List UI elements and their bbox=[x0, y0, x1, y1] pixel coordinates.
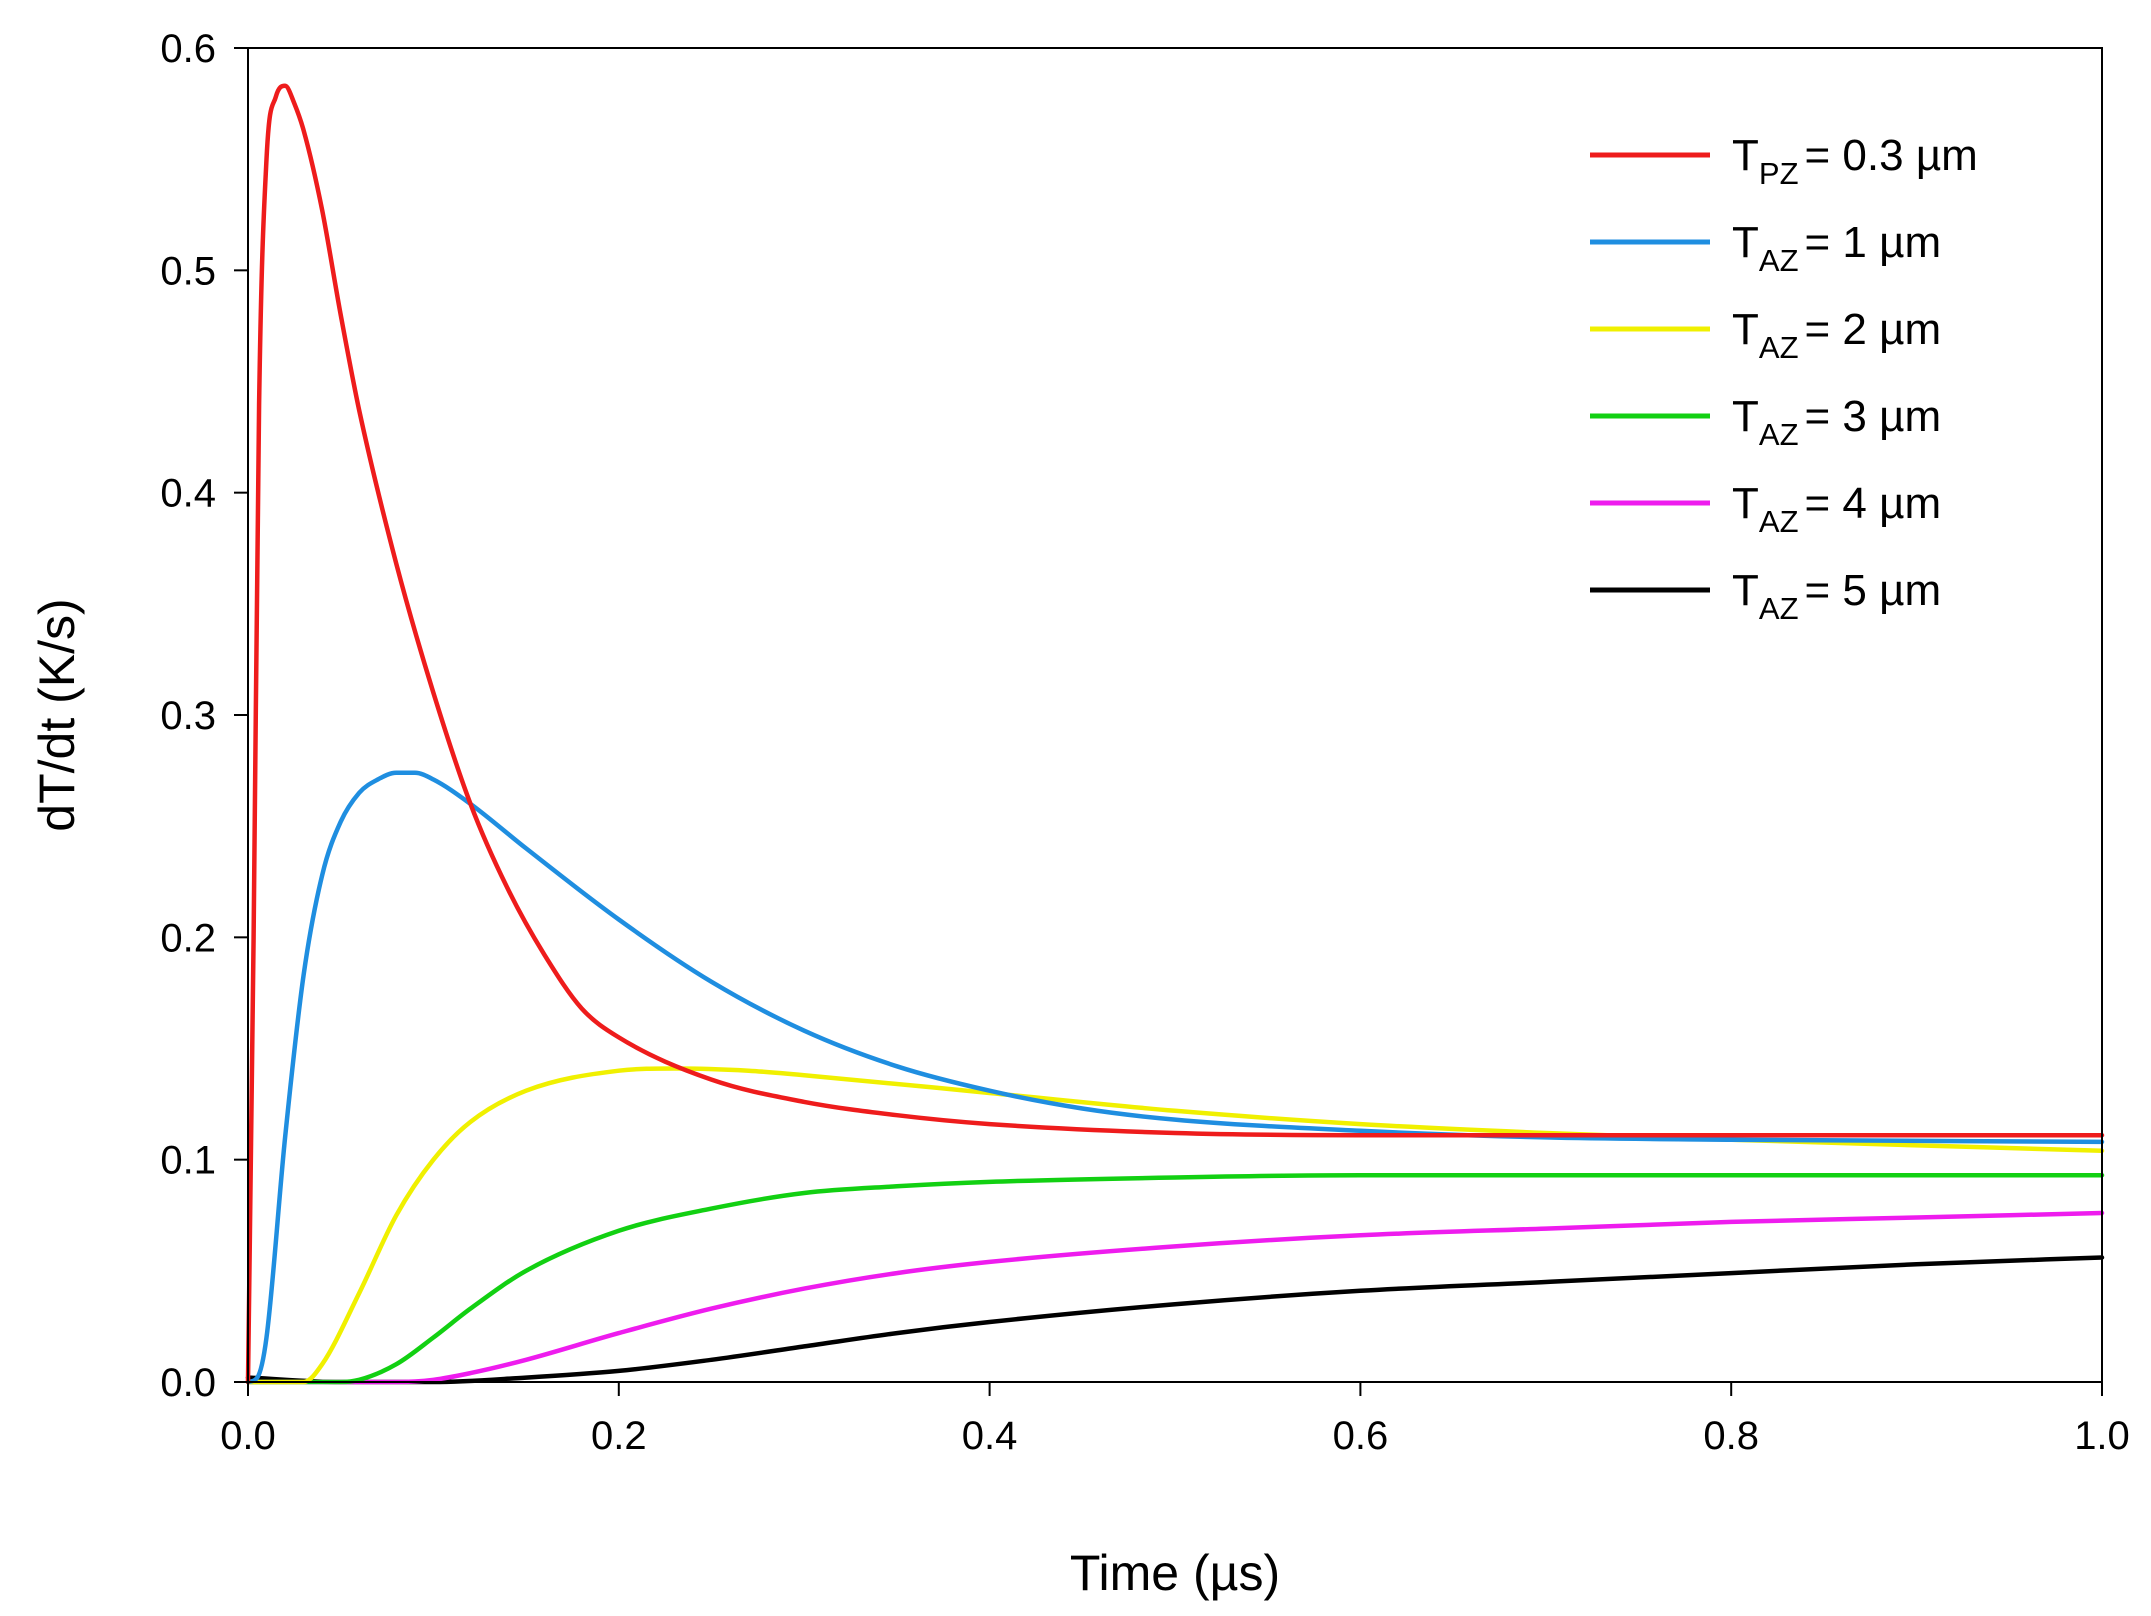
axes: 0.0 0.2 0.4 0.6 0.8 1.0 0.0 0.1 0.2 0.3 0.4 0.5 0.6 bbox=[160, 27, 2129, 1458]
legend-label-2: TAZ = 1 µm bbox=[1732, 218, 1941, 278]
legend-label-value: = 1 µm bbox=[1805, 218, 1942, 267]
legend-label-subscript: AZ bbox=[1759, 243, 1799, 278]
x-tick-label: 0.2 bbox=[591, 1414, 647, 1458]
legend-label-subscript: AZ bbox=[1759, 417, 1799, 452]
series-line-5 bbox=[245, 1210, 2105, 1385]
y-axis-title: dT/dt (K/s) bbox=[29, 598, 85, 831]
y-tick-label: 0.1 bbox=[160, 1139, 216, 1183]
legend-label-value: = 5 µm bbox=[1805, 566, 1942, 615]
legend-label-6: TAZ = 5 µm bbox=[1732, 566, 1941, 626]
x-tick-label: 0.4 bbox=[962, 1414, 1018, 1458]
legend-label-value: = 2 µm bbox=[1805, 305, 1942, 354]
legend-label-1: TPZ = 0.3 µm bbox=[1732, 131, 1978, 191]
legend-label-subscript: AZ bbox=[1759, 591, 1799, 626]
y-tick-label: 0.5 bbox=[160, 249, 216, 293]
legend-label-symbol: T bbox=[1732, 305, 1759, 354]
legend-label-value: = 0.3 µm bbox=[1805, 131, 1978, 180]
legend-label-symbol: T bbox=[1732, 479, 1759, 528]
legend-label-value: = 4 µm bbox=[1805, 479, 1942, 528]
x-tick-label: 0.6 bbox=[1333, 1414, 1389, 1458]
y-tick-label: 0.0 bbox=[160, 1361, 216, 1405]
plot-area bbox=[245, 83, 2105, 1385]
legend-label-5: TAZ = 4 µm bbox=[1732, 479, 1941, 539]
y-tick-label: 0.3 bbox=[160, 694, 216, 738]
legend-label-3: TAZ = 2 µm bbox=[1732, 305, 1941, 365]
y-tick-label: 0.2 bbox=[160, 916, 216, 960]
legend-label-4: TAZ = 3 µm bbox=[1732, 392, 1941, 452]
legend-label-symbol: T bbox=[1732, 566, 1759, 615]
series-line-1 bbox=[245, 83, 2105, 1385]
series-line-6 bbox=[245, 1255, 2105, 1385]
x-tick-label: 0.8 bbox=[1703, 1414, 1759, 1458]
x-tick-label: 1.0 bbox=[2074, 1414, 2130, 1458]
legend-label-subscript: AZ bbox=[1759, 504, 1799, 539]
series-line-3 bbox=[245, 1066, 2105, 1385]
series-line-2 bbox=[245, 770, 2105, 1385]
legend-label-subscript: PZ bbox=[1759, 156, 1799, 191]
legend-label-symbol: T bbox=[1732, 392, 1759, 441]
legend-label-symbol: T bbox=[1732, 218, 1759, 267]
legend-label-symbol: T bbox=[1732, 131, 1759, 180]
x-tick-label: 0.0 bbox=[220, 1414, 276, 1458]
y-tick-label: 0.6 bbox=[160, 27, 216, 71]
x-axis-title: Time (µs) bbox=[1070, 1545, 1280, 1601]
series-line-4 bbox=[245, 1172, 2105, 1385]
y-tick-label: 0.4 bbox=[160, 472, 216, 516]
legend-label-value: = 3 µm bbox=[1805, 392, 1942, 441]
legend-label-subscript: AZ bbox=[1759, 330, 1799, 365]
